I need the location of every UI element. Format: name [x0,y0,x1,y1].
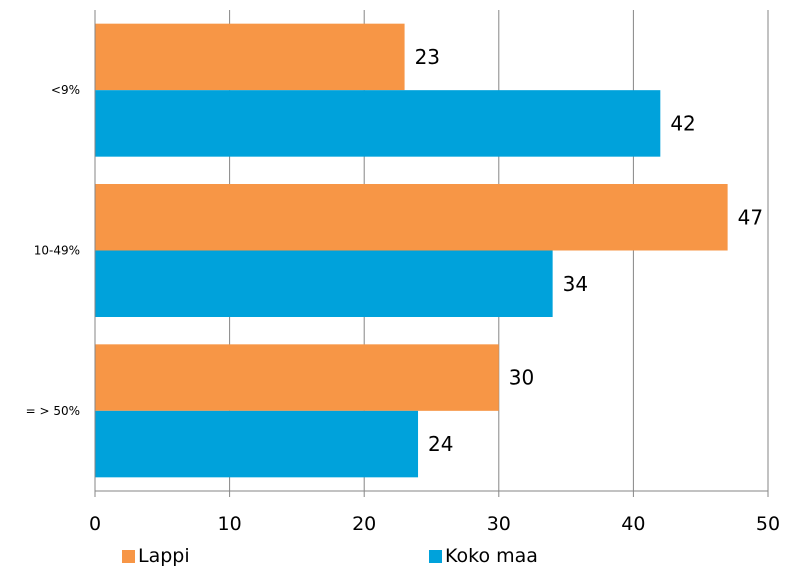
bar-lappi-1 [95,184,728,251]
x-tick-label-20: 20 [352,513,376,535]
data-label-koko-maa-1: 34 [563,272,588,296]
bar-koko-maa-0 [95,90,660,156]
x-tick-label-0: 0 [89,513,101,535]
bar-lappi-0 [95,24,405,91]
bar-lappi-2 [95,344,499,411]
legend-swatch-lappi [122,550,135,563]
category-label-0: <9% [51,83,80,97]
x-tick-label-30: 30 [487,513,511,535]
data-label-lappi-1: 47 [738,205,763,229]
legend-label-koko-maa: Koko maa [445,545,538,567]
category-label-2: = > 50% [26,404,80,418]
x-tick-labels: 0 10 20 30 40 50 [89,513,780,535]
legend-swatch-koko-maa [429,550,442,563]
data-label-lappi-0: 23 [415,45,440,69]
legend-label-lappi: Lappi [138,545,190,567]
data-label-koko-maa-2: 24 [428,432,453,456]
category-labels: <9% 10-49% = > 50% [26,83,80,418]
category-label-1: 10-49% [34,244,80,258]
x-tick-label-10: 10 [218,513,242,535]
data-label-koko-maa-0: 42 [670,111,695,135]
data-label-lappi-2: 30 [509,366,534,390]
x-tick-label-40: 40 [621,513,645,535]
bar-koko-maa-1 [95,251,553,318]
x-tick-label-50: 50 [756,513,780,535]
bars [95,24,728,478]
legend: Lappi Koko maa [122,545,538,567]
bar-koko-maa-2 [95,411,418,478]
